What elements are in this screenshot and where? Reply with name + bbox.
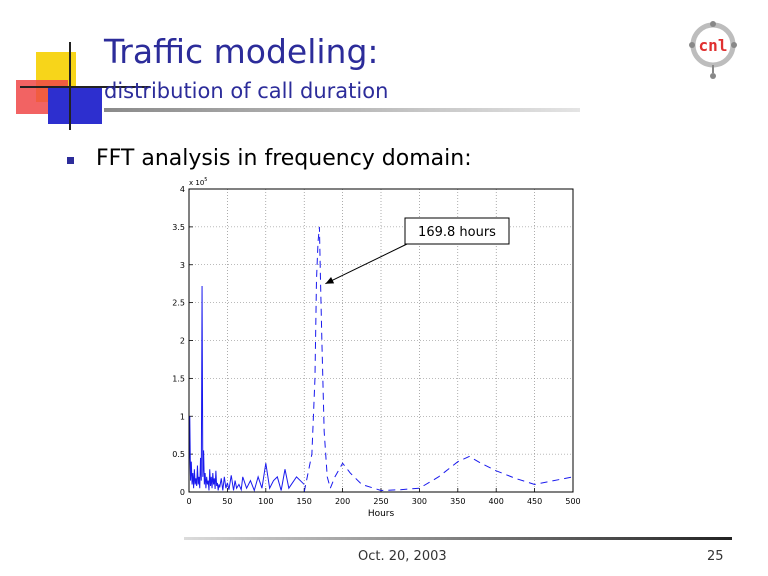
- y-tick-label: 4: [180, 185, 185, 194]
- y-tick-label: 1.5: [172, 374, 185, 383]
- x-tick-label: 300: [412, 497, 427, 506]
- bullet-text: FFT analysis in frequency domain:: [96, 146, 472, 171]
- y-exponent-label: x 105: [189, 177, 207, 187]
- fft-chart: 0 50 100 150 200 250 300 350 400 450 500 0 0.5 1 1.5 2 2…: [172, 177, 580, 519]
- axis-ticks: 0 50 100 150 200 250 300 350 400 450 500 0 0.5 1 1.5 2 2…: [172, 185, 580, 506]
- x-tick-label: 150: [297, 497, 312, 506]
- x-tick-label: 100: [258, 497, 273, 506]
- slide-subtitle: distribution of call duration: [104, 79, 389, 103]
- plot-frame: [188, 188, 574, 493]
- logo-text: cnl: [699, 36, 728, 55]
- cnl-logo: cnl: [689, 21, 737, 79]
- y-tick-label: 1: [180, 412, 185, 421]
- series-line-dashed: [303, 226, 574, 493]
- page-number: 25: [707, 549, 724, 564]
- title-underline: [104, 108, 580, 112]
- annotation-text: 169.8 hours: [418, 225, 496, 240]
- footer-rule: [184, 537, 732, 540]
- y-tick-label: 2: [180, 337, 185, 346]
- bullet-icon: [67, 157, 74, 164]
- x-tick-label: 200: [335, 497, 350, 506]
- x-tick-label: 250: [373, 497, 388, 506]
- decor-blue-square: [48, 86, 102, 124]
- slide-title: Traffic modeling:: [104, 32, 379, 71]
- annotation-arrow: [325, 243, 408, 285]
- y-tick-label: 3.5: [172, 223, 185, 232]
- x-tick-label: 0: [186, 497, 191, 506]
- footer-date: Oct. 20, 2003: [358, 549, 447, 564]
- grid: [188, 188, 574, 493]
- x-tick-label: 50: [222, 497, 232, 506]
- x-tick-label: 450: [527, 497, 542, 506]
- x-tick-label: 400: [489, 497, 504, 506]
- series-group: [188, 226, 574, 493]
- annotation-box: [404, 217, 510, 245]
- annotation: 169.8 hours: [325, 217, 510, 285]
- x-axis-label: Hours: [368, 509, 395, 519]
- y-tick-label: 0: [180, 488, 185, 497]
- x-tick-label: 350: [450, 497, 465, 506]
- y-tick-label: 3: [180, 261, 185, 270]
- x-tick-label: 500: [565, 497, 580, 506]
- annotation-arrowhead: [325, 277, 335, 284]
- series-line-solid: [188, 285, 305, 493]
- y-tick-label: 0.5: [172, 450, 185, 459]
- decor-horizontal-line: [20, 86, 150, 88]
- y-tick-label: 2.5: [172, 299, 185, 308]
